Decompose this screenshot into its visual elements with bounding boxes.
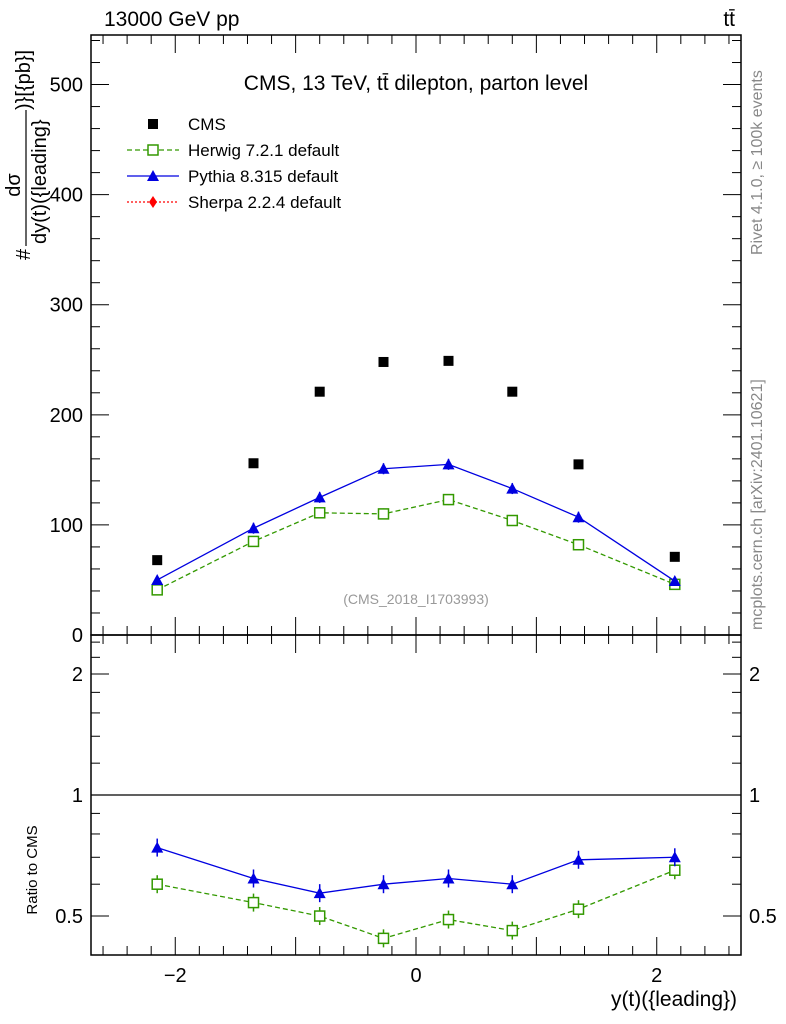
- data-point: [573, 459, 584, 470]
- chart-title: CMS, 13 TeV, tt̄ dilepton, parton level: [244, 72, 588, 95]
- ratio-point: [442, 872, 455, 884]
- x-tick-label: −2: [164, 965, 187, 987]
- y-label-prefix: #: [13, 248, 35, 260]
- data-point: [314, 386, 325, 397]
- ratio-y-tick-label: 1: [72, 785, 83, 807]
- data-point: [506, 514, 519, 527]
- ratio-point: [572, 853, 585, 865]
- ratio-point: [313, 910, 326, 922]
- ratio-y-tick-label-right: 0.5: [749, 906, 777, 928]
- y-label-denominator: dy(t)({leading}: [29, 119, 51, 244]
- data-point: [443, 355, 454, 366]
- y-tick-label: 200: [50, 405, 83, 427]
- y-axis-label: # dσ dy(t)({leading} )}[{pb}]: [3, 50, 51, 260]
- ratio-point: [377, 932, 390, 945]
- y-tick-label: 400: [50, 185, 83, 207]
- ratio-point: [506, 878, 519, 890]
- analysis-annotation: (CMS_2018_I1703993): [343, 591, 489, 607]
- series-line: [156, 498, 676, 591]
- series-line: [156, 463, 676, 582]
- legend-label: CMS: [188, 115, 226, 134]
- ratio-y-tick-label-right: 1: [749, 785, 760, 807]
- ratio-series-line: [157, 869, 676, 940]
- data-point: [152, 555, 163, 566]
- data-point: [572, 538, 585, 551]
- data-point: [442, 458, 455, 470]
- ratio-y-label: Ratio to CMS: [24, 825, 41, 914]
- ratio-point: [377, 878, 390, 890]
- legend-marker: [148, 119, 158, 129]
- ratio-point: [313, 887, 326, 899]
- data-point: [247, 522, 260, 534]
- data-point: [507, 386, 518, 397]
- legend-label: Sherpa 2.2.4 default: [188, 193, 341, 212]
- data-point: [572, 511, 585, 523]
- data-point: [247, 535, 260, 548]
- data-point: [313, 491, 326, 503]
- y-label-numerator: dσ: [3, 173, 25, 197]
- ratio-point: [506, 924, 519, 937]
- data-point: [506, 482, 519, 494]
- ratio-series-line: [157, 846, 675, 894]
- data-point: [313, 507, 326, 519]
- data-point: [151, 584, 163, 596]
- data-point: [151, 573, 164, 585]
- ratio-panel: −2 0 2 0.5 0.5 1 1 2 2: [55, 634, 777, 987]
- data-point: [248, 458, 259, 469]
- ratio-y-tick-label: 2: [72, 664, 83, 686]
- y-tick-label: 100: [50, 515, 83, 537]
- legend-label: Herwig 7.2.1 default: [188, 141, 339, 160]
- data-point: [668, 575, 681, 587]
- ratio-point: [442, 913, 455, 926]
- x-axis-label: y(t)({leading}): [611, 988, 737, 1011]
- legend-marker: [147, 170, 159, 181]
- data-point: [442, 493, 455, 506]
- data-point: [669, 551, 680, 562]
- ratio-point: [572, 903, 585, 915]
- y-label-suffix: )}[{pb}]: [13, 50, 35, 110]
- legend: CMS Herwig 7.2.1 default Pythia 8.315 defa…: [127, 115, 341, 212]
- data-point: [377, 462, 390, 474]
- y-tick-label: 500: [50, 75, 83, 97]
- header-left: 13000 GeV pp: [104, 8, 239, 31]
- ratio-point: [247, 872, 260, 884]
- x-tick-label: 0: [410, 965, 421, 987]
- legend-marker: [147, 144, 159, 156]
- data-point: [378, 356, 389, 367]
- ratio-point: [668, 851, 681, 863]
- x-tick-label: 2: [651, 965, 662, 987]
- legend-marker: [149, 196, 157, 208]
- side-label-bottom: mcplots.cern.ch [arXiv:2401.10621]: [749, 379, 766, 630]
- ratio-point: [151, 878, 163, 890]
- header-right: tt̄: [723, 8, 735, 31]
- ratio-point: [247, 896, 260, 909]
- y-tick-label: 0: [72, 625, 83, 647]
- ratio-y-tick-label: 0.5: [55, 906, 83, 928]
- ratio-point: [669, 864, 681, 876]
- ratio-point: [151, 841, 164, 853]
- legend-label: Pythia 8.315 default: [188, 167, 339, 186]
- side-label-top: Rivet 4.1.0, ≥ 100k events: [749, 70, 766, 255]
- y-tick-label: 300: [50, 295, 83, 317]
- ratio-y-tick-label-right: 2: [749, 664, 760, 686]
- data-point: [377, 508, 390, 520]
